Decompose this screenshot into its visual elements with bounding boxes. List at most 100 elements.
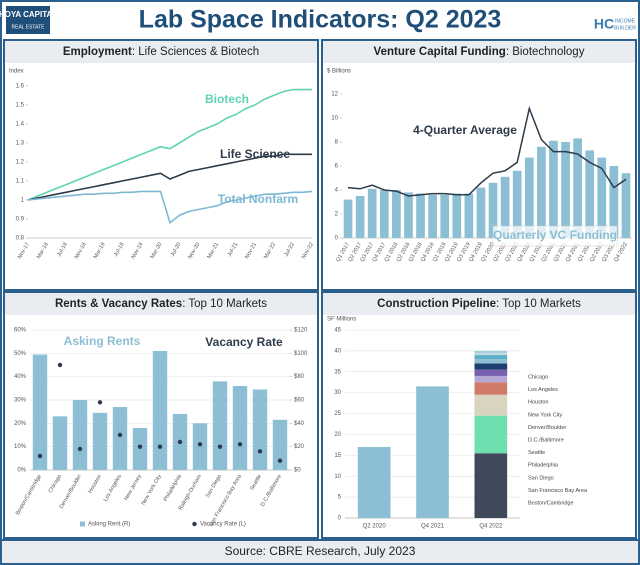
panel-header bbox=[5, 293, 317, 315]
title-part: Employment bbox=[63, 46, 132, 58]
y-tick-label: 30 bbox=[334, 390, 341, 396]
bar bbox=[379, 190, 389, 238]
y2-tick-label: $0 bbox=[294, 468, 301, 474]
y-tick-label: 1 bbox=[21, 198, 25, 204]
series-label: Biotech bbox=[205, 92, 249, 106]
y-tick-label: 10 bbox=[334, 474, 341, 480]
title-part: : Life Sciences & Biotech bbox=[132, 46, 259, 58]
y2-tick-label: $20 bbox=[294, 444, 305, 450]
logo-text: BUILDER bbox=[614, 25, 636, 31]
legend-label: Asking Rent (R) bbox=[88, 522, 130, 528]
bar bbox=[573, 138, 582, 238]
segment-label: Seattle bbox=[528, 450, 545, 456]
scatter-point bbox=[97, 400, 103, 405]
y-tick-label: 30% bbox=[14, 398, 27, 404]
y-tick-label: 20% bbox=[14, 421, 27, 427]
segment-label: Houston bbox=[528, 400, 549, 406]
stack-segment bbox=[474, 375, 508, 383]
logo-text: REAL ESTATE bbox=[12, 24, 46, 30]
title-part: : Top 10 Markets bbox=[496, 298, 581, 310]
bar bbox=[597, 157, 607, 238]
bar bbox=[512, 170, 522, 238]
y-tick-label: 35 bbox=[334, 369, 341, 375]
legend-label: Vacancy Rate (L) bbox=[200, 522, 246, 528]
y-axis-label: SF Millions bbox=[327, 317, 356, 323]
y-tick-label: 45 bbox=[334, 328, 341, 334]
segment-label: Chicago bbox=[528, 374, 548, 380]
scatter-point bbox=[117, 432, 123, 438]
y-tick-label: 1.1 bbox=[16, 179, 25, 185]
annotation: Asking Rents bbox=[64, 334, 141, 348]
y-tick-label: 1.6 bbox=[16, 83, 25, 89]
y-tick-label: 6 bbox=[335, 164, 339, 170]
footer-bar bbox=[0, 539, 640, 565]
bar bbox=[537, 146, 546, 238]
panel-frame bbox=[3, 291, 319, 539]
segment-label: Philadelphia bbox=[528, 463, 559, 469]
title-part: : Biotechnology bbox=[506, 46, 585, 58]
segment-label: Boston/Cambridge bbox=[528, 500, 574, 506]
x-tick-label: Q2 2020 bbox=[363, 524, 387, 530]
bar bbox=[440, 194, 450, 238]
legend-swatch bbox=[192, 521, 197, 527]
logo-text: HOYA CAPITAL bbox=[0, 10, 57, 19]
y-tick-label: 10% bbox=[14, 444, 27, 450]
title-part: Construction Pipeline bbox=[377, 298, 496, 310]
x-tick-label: Q4 2021 bbox=[421, 524, 445, 530]
source-note: Source: CBRE Research, July 2023 bbox=[225, 544, 416, 558]
bar bbox=[488, 182, 498, 238]
panel-title: Construction Pipeline: Top 10 Markets bbox=[377, 298, 581, 310]
stack-segment bbox=[474, 415, 508, 454]
y-tick-label: 1.3 bbox=[16, 140, 25, 146]
scatter-point bbox=[37, 453, 43, 459]
panel-title: Venture Capital Funding: Biotechnology bbox=[374, 46, 585, 58]
y-tick-label: 1.2 bbox=[16, 159, 25, 165]
title-part: Venture Capital Funding bbox=[374, 46, 506, 58]
bar bbox=[132, 428, 148, 470]
bar bbox=[416, 386, 449, 518]
y-tick-label: 4 bbox=[335, 188, 339, 194]
scatter-point bbox=[77, 446, 83, 452]
x-tick-label: Q4 2022 bbox=[479, 524, 503, 530]
stack-segment bbox=[474, 369, 508, 376]
stack-segment bbox=[474, 394, 508, 416]
y2-tick-label: $40 bbox=[294, 421, 305, 427]
series-line bbox=[27, 190, 313, 225]
stack-segment bbox=[474, 350, 508, 353]
y-tick-label: 0 bbox=[338, 516, 342, 522]
bar bbox=[561, 142, 570, 238]
bar bbox=[452, 193, 462, 238]
scatter-point bbox=[217, 444, 223, 449]
bar bbox=[367, 188, 377, 238]
scatter-point bbox=[197, 442, 203, 447]
y-tick-label: 40% bbox=[14, 374, 27, 380]
series-label: 4-Quarter Average bbox=[413, 123, 517, 137]
y-axis-label: $ Billions bbox=[327, 69, 351, 75]
bar bbox=[52, 416, 68, 470]
panel-frame bbox=[321, 291, 637, 539]
y-tick-label: 50% bbox=[14, 351, 27, 357]
scatter-point bbox=[237, 442, 243, 447]
y-tick-label: 5 bbox=[338, 495, 342, 501]
bar bbox=[252, 389, 268, 470]
bar bbox=[500, 176, 510, 238]
stack-segment bbox=[474, 382, 508, 395]
y-tick-label: 25 bbox=[334, 411, 341, 417]
y-tick-label: 0.8 bbox=[16, 236, 25, 242]
page-title: Lab Space Indicators: Q2 2023 bbox=[139, 6, 502, 34]
segment-label: New York City bbox=[528, 412, 562, 418]
bar bbox=[549, 140, 558, 238]
bar bbox=[152, 351, 168, 470]
y-tick-label: 40 bbox=[334, 348, 341, 354]
bar bbox=[404, 192, 413, 238]
bar bbox=[192, 423, 208, 470]
y-tick-label: 8 bbox=[335, 140, 339, 146]
scatter-point bbox=[157, 444, 163, 449]
series-label: Quarterly VC Funding bbox=[493, 228, 617, 242]
y2-tick-label: $60 bbox=[294, 398, 305, 404]
series-line bbox=[27, 88, 312, 201]
label-box bbox=[492, 225, 618, 247]
legend-swatch bbox=[80, 521, 85, 527]
y2-tick-label: $80 bbox=[294, 374, 305, 380]
